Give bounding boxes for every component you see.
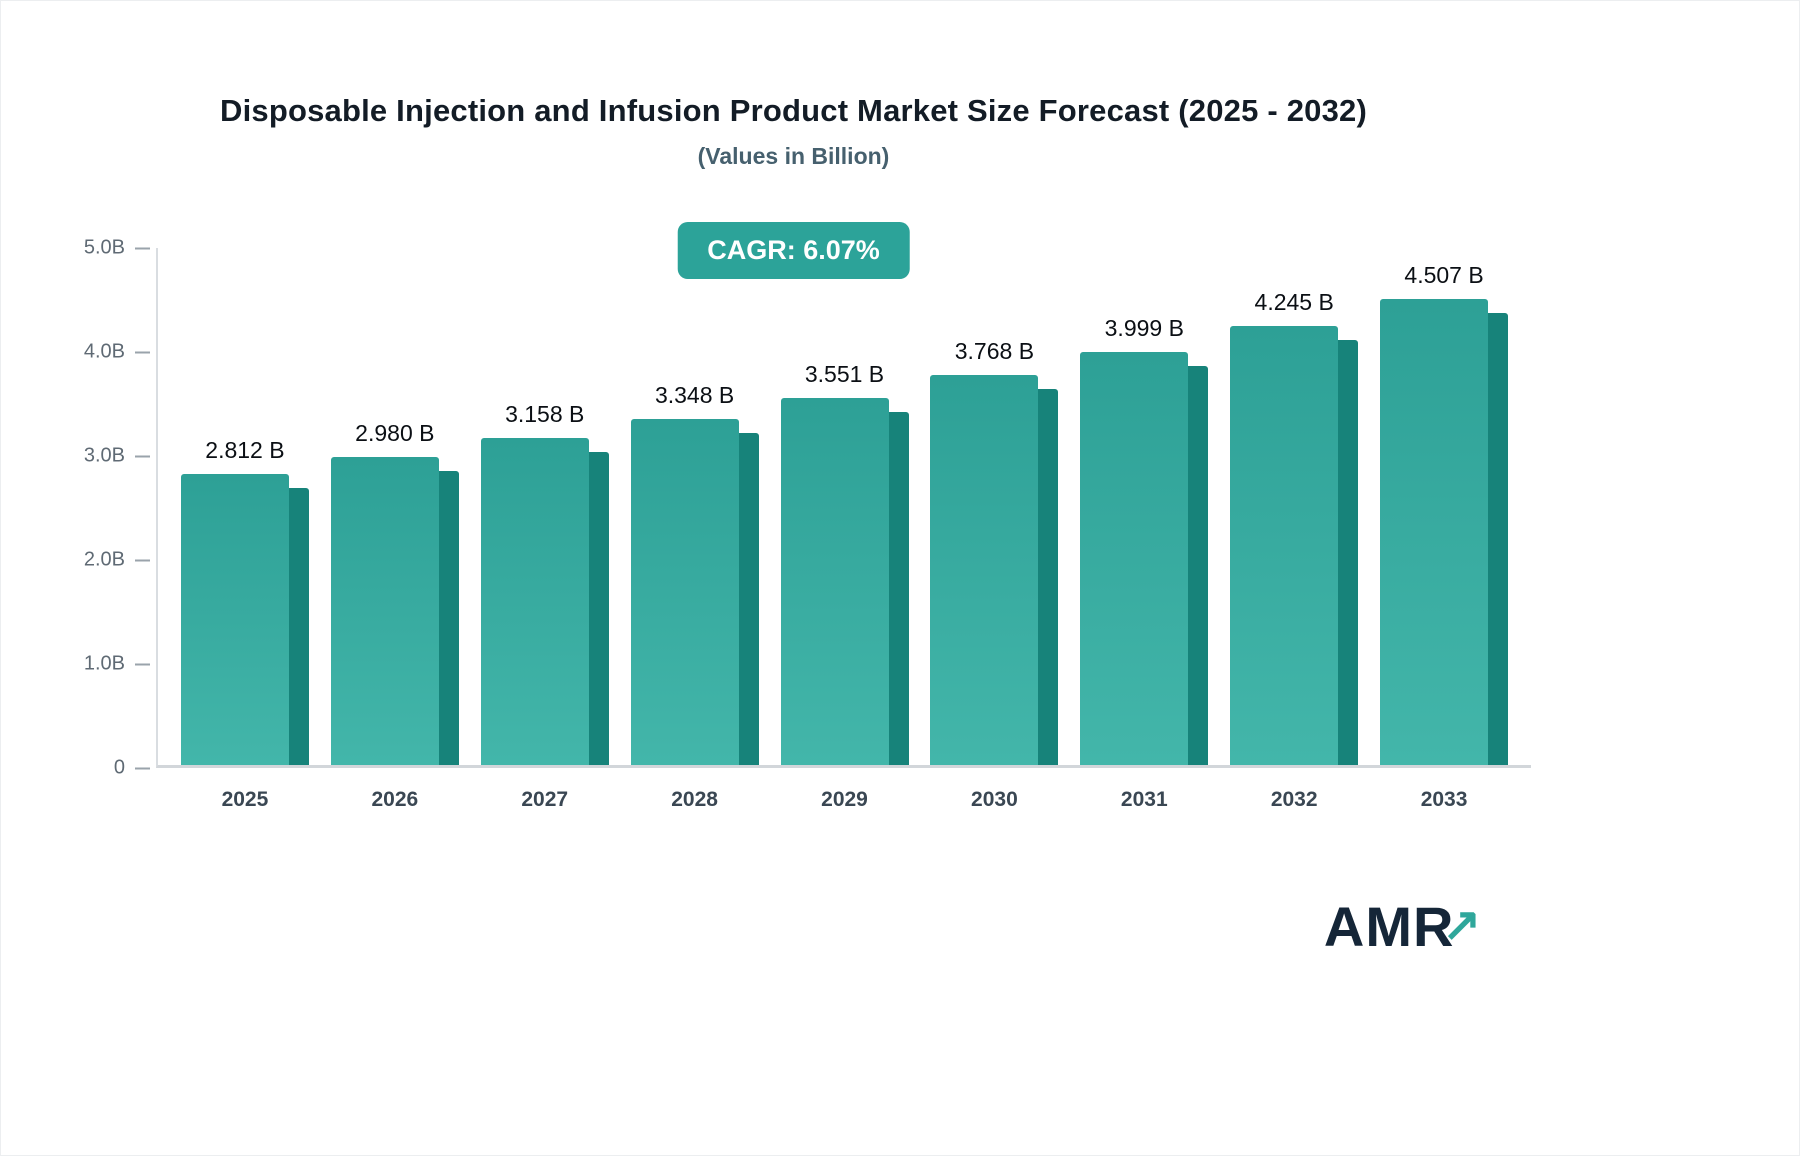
y-axis-tick-label: 3.0B bbox=[83, 444, 125, 467]
y-axis-tick: 0 bbox=[114, 757, 150, 780]
bar-side-face bbox=[1338, 340, 1359, 765]
bar-side-face bbox=[738, 432, 759, 765]
x-axis-label: 2033 bbox=[1420, 788, 1468, 811]
bar-value-label: 3.999 B bbox=[1104, 314, 1184, 341]
tick-mark bbox=[135, 767, 150, 769]
bar-column: 2.980 B bbox=[320, 248, 470, 765]
bar-face bbox=[1230, 326, 1339, 765]
bar-side-face bbox=[438, 470, 459, 765]
cagr-badge: CAGR: 6.07% bbox=[677, 222, 910, 279]
chart-inner: 5.0B 4.0B 3.0B 2.0B 1.0B 0 2.812 B 2.980 B 3.15… bbox=[56, 237, 1531, 779]
x-axis-labels: 2025 2026 2027 2028 2029 2030 2031 2032 2033 bbox=[158, 768, 1531, 812]
tick-mark bbox=[135, 663, 150, 665]
amr-logo: AMR ↗ bbox=[1324, 894, 1481, 959]
chart-content: Disposable Injection and Infusion Produc… bbox=[56, 1, 1531, 812]
bar-value-label: 3.551 B bbox=[804, 360, 885, 387]
y-axis-tick: 4.0B bbox=[84, 341, 150, 364]
bar-column: 3.348 B bbox=[620, 248, 770, 765]
bar-value-label: 4.245 B bbox=[1254, 289, 1334, 316]
x-axis-label: 2029 bbox=[821, 788, 868, 811]
bar-2030: 3.768 B bbox=[930, 338, 1059, 765]
x-axis: 2025 2026 2027 2028 2029 2030 2031 2032 2033 bbox=[56, 768, 1531, 812]
bar-value-label: 3.768 B bbox=[954, 338, 1035, 365]
bar-2028: 3.348 B bbox=[630, 382, 759, 765]
bar-side-face bbox=[288, 488, 309, 765]
bar-2025: 2.812 B bbox=[180, 437, 309, 765]
y-axis: 5.0B 4.0B 3.0B 2.0B 1.0B 0 bbox=[56, 237, 156, 779]
tick-mark bbox=[135, 247, 150, 249]
y-axis-tick: 3.0B bbox=[84, 445, 150, 468]
x-axis-label: 2027 bbox=[521, 788, 569, 811]
bar-2031: 3.999 B bbox=[1080, 315, 1209, 765]
y-axis-tick: 1.0B bbox=[84, 653, 150, 676]
tick-mark bbox=[135, 351, 150, 353]
logo-arrow-icon: ↗ bbox=[1442, 897, 1481, 950]
bar-side-face bbox=[1488, 312, 1509, 765]
bar-column: 3.158 B bbox=[470, 248, 620, 765]
bar-side-face bbox=[588, 452, 609, 765]
x-axis-label: 2026 bbox=[371, 788, 419, 811]
bar-face bbox=[330, 456, 439, 765]
bar-column: 3.768 B bbox=[919, 248, 1069, 765]
bar-face bbox=[1380, 298, 1489, 765]
bar-side-face bbox=[1188, 365, 1209, 765]
tick-mark bbox=[135, 455, 150, 457]
bar-2027: 3.158 B bbox=[480, 401, 609, 765]
y-axis-tick-label: 4.0B bbox=[83, 340, 125, 363]
x-axis-label: 2025 bbox=[221, 788, 269, 811]
bar-value-label: 4.507 B bbox=[1404, 261, 1484, 288]
plot-area: 2.812 B 2.980 B 3.158 B 3.348 B 3.551 B 3.768… bbox=[156, 248, 1531, 768]
bar-face bbox=[180, 474, 289, 765]
bar-2026: 2.980 B bbox=[330, 420, 459, 765]
x-axis-label: 2031 bbox=[1120, 788, 1168, 811]
bar-value-label: 3.348 B bbox=[654, 381, 735, 408]
amr-logo-text: AMR bbox=[1323, 895, 1455, 958]
x-axis-label: 2030 bbox=[971, 788, 1018, 811]
bar-face bbox=[480, 438, 589, 765]
chart-subtitle: (Values in Billion) bbox=[697, 143, 890, 169]
chart-title: Disposable Injection and Infusion Produc… bbox=[219, 93, 1367, 128]
bar-side-face bbox=[888, 411, 909, 765]
tick-mark bbox=[135, 559, 150, 561]
bar-face bbox=[1080, 351, 1189, 765]
bar-column: 4.245 B bbox=[1219, 248, 1369, 765]
y-axis-tick-label: 5.0B bbox=[83, 236, 125, 259]
bar-value-label: 3.158 B bbox=[505, 401, 585, 428]
bar-face bbox=[780, 397, 889, 765]
bar-column: 4.507 B bbox=[1369, 248, 1519, 765]
y-axis-tick-label: 1.0B bbox=[83, 652, 125, 675]
bar-face bbox=[630, 418, 739, 765]
y-axis-tick-label: 0 bbox=[113, 756, 125, 779]
x-axis-label: 2028 bbox=[671, 788, 718, 811]
bar-column: 2.812 B bbox=[170, 248, 320, 765]
bar-chart: CAGR: 6.07% 5.0B 4.0B 3.0B 2.0B 1.0B 0 2.812 … bbox=[56, 222, 1531, 812]
bar-face bbox=[930, 375, 1039, 765]
bar-value-label: 2.812 B bbox=[205, 437, 285, 464]
bar-2033: 4.507 B bbox=[1380, 262, 1509, 765]
bar-2032: 4.245 B bbox=[1230, 289, 1359, 765]
bar-2029: 3.551 B bbox=[780, 361, 909, 765]
x-axis-label: 2032 bbox=[1270, 788, 1318, 811]
bar-column: 3.999 B bbox=[1069, 248, 1219, 765]
bar-side-face bbox=[1038, 389, 1059, 765]
bar-value-label: 2.980 B bbox=[355, 419, 435, 446]
bar-column: 3.551 B bbox=[770, 248, 920, 765]
y-axis-tick: 2.0B bbox=[84, 549, 150, 572]
y-axis-tick-label: 2.0B bbox=[83, 548, 125, 571]
y-axis-tick: 5.0B bbox=[84, 237, 150, 260]
